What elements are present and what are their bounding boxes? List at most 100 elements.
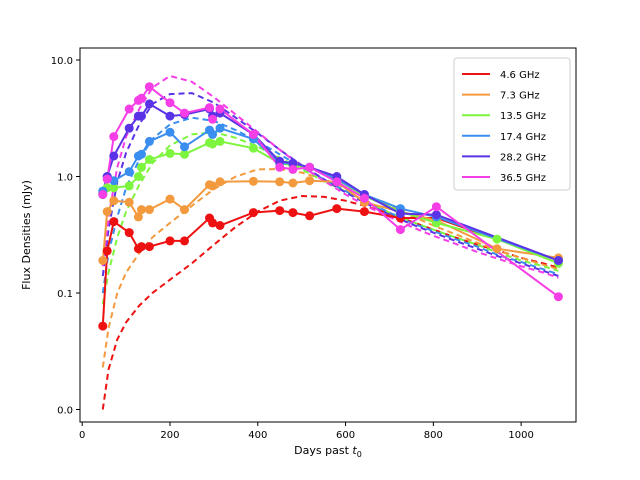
data-point-7-3-ghz — [288, 178, 298, 188]
data-point-7-3-ghz — [248, 176, 258, 186]
data-point-4-6-ghz — [359, 207, 369, 217]
data-point-7-3-ghz — [180, 205, 189, 215]
data-point-13-5-ghz — [124, 181, 134, 191]
data-point-36-5-ghz — [180, 108, 189, 118]
data-point-13-5-ghz — [208, 139, 218, 149]
x-tick-label: 0 — [79, 430, 85, 441]
x-tick-label: 600 — [336, 430, 355, 441]
data-point-36-5-ghz — [144, 82, 154, 92]
model-curve-4-6-ghz — [101, 194, 559, 410]
data-point-36-5-ghz — [124, 104, 134, 114]
data-point-36-5-ghz — [248, 129, 258, 139]
data-point-36-5-ghz — [553, 292, 563, 302]
data-point-7-3-ghz — [102, 207, 112, 217]
data-point-36-5-ghz — [275, 162, 285, 172]
x-tick-label: 400 — [248, 430, 267, 441]
data-point-28-2-ghz — [137, 111, 146, 121]
data-point-36-5-ghz — [431, 202, 441, 212]
x-tick-label: 800 — [424, 430, 443, 441]
x-axis-label-math: t — [352, 444, 357, 457]
data-point-7-3-ghz — [98, 256, 108, 265]
data-point-4-6-ghz — [98, 321, 108, 331]
data-point-17-4-ghz — [208, 129, 218, 139]
data-point-36-5-ghz — [205, 103, 214, 113]
data-point-17-4-ghz — [180, 142, 189, 152]
data-point-7-3-ghz — [109, 196, 119, 206]
data-point-17-4-ghz — [137, 149, 146, 159]
data-point-7-3-ghz — [133, 212, 143, 222]
y-ticks: 10.0 1.0 0.1 0.0 — [51, 56, 80, 417]
data-point-7-3-ghz — [124, 197, 134, 207]
data-point-36-5-ghz — [332, 177, 342, 187]
legend-label: 13.5 GHz — [500, 111, 546, 122]
x-ticks: 0 200 400 600 800 1000 — [79, 422, 534, 441]
data-point-36-5-ghz — [215, 104, 225, 114]
data-point-36-5-ghz — [165, 98, 175, 108]
y-tick-label: 10.0 — [51, 56, 73, 67]
data-point-28-2-ghz — [144, 99, 154, 109]
data-point-7-3-ghz — [215, 177, 225, 187]
data-point-28-2-ghz — [109, 151, 119, 161]
data-point-13-5-ghz — [215, 136, 225, 146]
data-point-7-3-ghz — [137, 205, 146, 215]
data-point-7-3-ghz — [144, 205, 154, 215]
data-point-13-5-ghz — [165, 148, 175, 158]
data-point-4-6-ghz — [288, 208, 298, 218]
data-point-4-6-ghz — [248, 208, 258, 218]
y-axis-label: Flux Densities (mJy) — [20, 180, 33, 290]
data-point-7-3-ghz — [208, 181, 218, 191]
y-tick-label: 0.0 — [57, 406, 73, 417]
data-point-4-6-ghz — [102, 246, 112, 256]
data-point-36-5-ghz — [109, 132, 119, 142]
data-point-7-3-ghz — [275, 177, 285, 187]
data-point-4-6-ghz — [208, 218, 218, 228]
data-point-4-6-ghz — [137, 242, 146, 252]
y-tick-label: 1.0 — [57, 173, 73, 184]
legend-label: 7.3 GHz — [500, 91, 540, 102]
data-point-13-5-ghz — [133, 172, 143, 181]
data-point-36-5-ghz — [102, 174, 112, 184]
data-point-36-5-ghz — [98, 190, 108, 199]
data-point-28-2-ghz — [431, 210, 441, 220]
data-point-7-3-ghz — [165, 194, 175, 204]
data-point-4-6-ghz — [165, 236, 175, 246]
x-tick-label: 1000 — [508, 430, 533, 441]
data-point-13-5-ghz — [492, 234, 502, 244]
legend: 4.6 GHz 7.3 GHz 13.5 GHz 17.4 GHz 28.2 GHz 36… — [453, 57, 571, 191]
data-point-17-4-ghz — [215, 123, 225, 133]
data-point-17-4-ghz — [124, 167, 134, 177]
data-point-4-6-ghz — [109, 217, 119, 227]
data-markers-layer — [98, 82, 563, 331]
data-point-4-6-ghz — [180, 236, 189, 246]
data-point-4-6-ghz — [124, 228, 134, 238]
data-point-28-2-ghz — [124, 123, 134, 133]
data-point-13-5-ghz — [109, 183, 119, 193]
data-point-28-2-ghz — [553, 256, 563, 265]
y-tick-label: 0.1 — [57, 289, 73, 300]
data-point-28-2-ghz — [165, 111, 175, 121]
legend-label: 17.4 GHz — [500, 132, 546, 143]
data-point-28-2-ghz — [288, 158, 298, 168]
plot-frame — [79, 47, 577, 423]
data-point-36-5-ghz — [137, 93, 146, 103]
data-point-7-3-ghz — [492, 244, 502, 254]
x-axis-label-text: Days past — [294, 444, 352, 457]
data-point-13-5-ghz — [137, 162, 146, 172]
legend-label: 36.5 GHz — [500, 173, 546, 184]
legend-label: 28.2 GHz — [500, 152, 546, 163]
data-point-13-5-ghz — [180, 149, 189, 159]
data-line-7-3-ghz — [101, 179, 559, 261]
data-point-13-5-ghz — [144, 155, 154, 164]
data-point-4-6-ghz — [275, 206, 285, 216]
data-point-4-6-ghz — [144, 242, 154, 252]
data-point-36-5-ghz — [208, 114, 218, 124]
data-point-17-4-ghz — [165, 127, 175, 137]
data-point-36-5-ghz — [359, 193, 369, 203]
data-point-7-3-ghz — [305, 176, 315, 186]
data-line-4-6-ghz — [101, 207, 559, 327]
data-point-36-5-ghz — [395, 225, 405, 235]
x-tick-label: 200 — [160, 430, 179, 441]
data-point-36-5-ghz — [288, 164, 298, 174]
x-axis-label-sub: 0 — [357, 450, 362, 459]
data-point-28-2-ghz — [395, 209, 405, 219]
